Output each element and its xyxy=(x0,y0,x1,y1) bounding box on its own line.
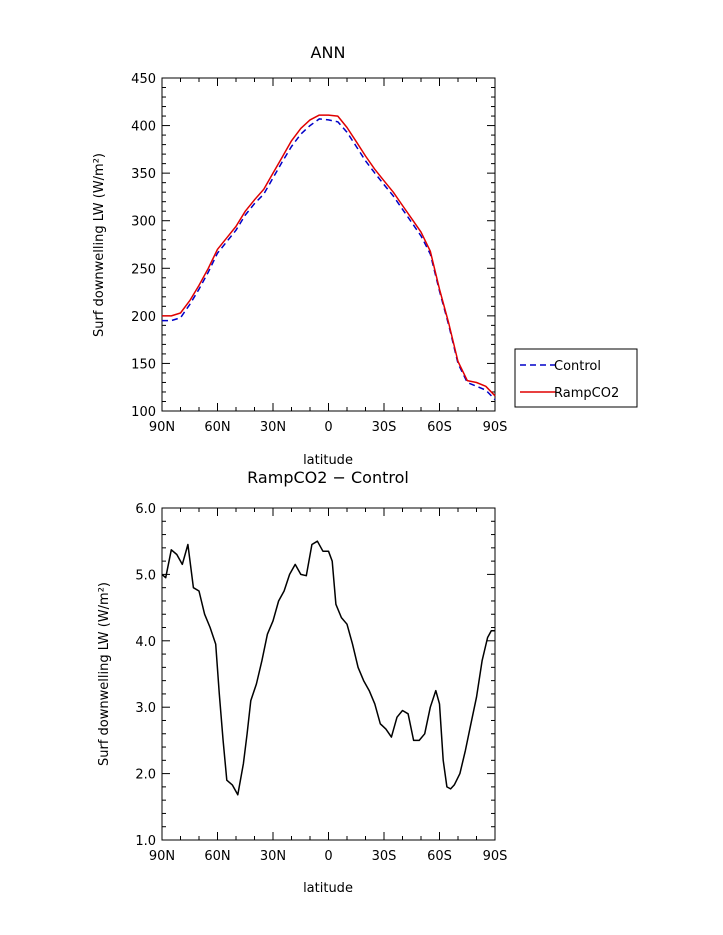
xtick-label: 0 xyxy=(324,849,332,864)
ytick-label: 5.0 xyxy=(135,568,156,583)
ytick-label: 450 xyxy=(131,72,156,87)
xtick-label: 90S xyxy=(483,420,508,435)
ytick-label: 350 xyxy=(131,167,156,182)
top-chart-xlabel: latitude xyxy=(303,453,353,468)
top-chart-title: ANN xyxy=(311,43,346,62)
bottom-chart-ylabel: Surf downwelling LW (W/m²) xyxy=(97,582,112,766)
legend: Control RampCO2 xyxy=(514,348,638,408)
bottom-chart-xlabel: latitude xyxy=(303,881,353,896)
xtick-label: 0 xyxy=(324,420,332,435)
ytick-label: 250 xyxy=(131,262,156,277)
top-chart-frame xyxy=(161,77,496,412)
ytick-label: 100 xyxy=(131,405,156,420)
xtick-label: 90N xyxy=(149,420,175,435)
xtick-label: 60S xyxy=(427,849,452,864)
ytick-label: 300 xyxy=(131,215,156,230)
xtick-label: 60N xyxy=(204,420,230,435)
ytick-label: 2.0 xyxy=(135,768,156,783)
top-chart-yticks: 100 150 200 250 300 350 400 450 xyxy=(131,72,495,420)
xtick-label: 90N xyxy=(149,849,175,864)
legend-label-rampco2: RampCO2 xyxy=(554,386,619,401)
xtick-label: 30S xyxy=(372,849,397,864)
series-line-difference xyxy=(161,540,495,796)
xtick-label: 60N xyxy=(204,849,230,864)
bottom-chart-xticks: 90N 60N 30N 0 30S 60S 90S xyxy=(149,508,508,864)
ytick-label: 150 xyxy=(131,357,156,372)
series-line-rampco2 xyxy=(162,114,496,397)
xtick-label: 30N xyxy=(260,420,286,435)
ytick-label: 1.0 xyxy=(135,834,156,849)
bottom-chart-title: RampCO2 − Control xyxy=(247,468,409,487)
ytick-label: 6.0 xyxy=(135,502,156,517)
bottom-chart-yticks: 1.0 2.0 3.0 4.0 5.0 6.0 xyxy=(135,502,495,849)
top-chart-series xyxy=(162,114,496,401)
ytick-label: 4.0 xyxy=(135,635,156,650)
xtick-label: 90S xyxy=(483,849,508,864)
top-chart-ylabel: Surf downwelling LW (W/m²) xyxy=(92,153,107,337)
ytick-label: 400 xyxy=(131,120,156,135)
legend-box xyxy=(514,348,638,408)
bottom-chart-frame xyxy=(161,507,496,841)
xtick-label: 60S xyxy=(427,420,452,435)
xtick-label: 30N xyxy=(260,849,286,864)
bottom-chart-series xyxy=(161,540,495,796)
top-chart-xticks: 90N 60N 30N 0 30S 60S 90S xyxy=(149,78,508,435)
legend-label-control: Control xyxy=(554,359,601,374)
xtick-label: 30S xyxy=(372,420,397,435)
top-chart: ANN Surf downwelling LW (W/m²) latitude … xyxy=(92,43,507,468)
ytick-label: 3.0 xyxy=(135,701,156,716)
bottom-chart: RampCO2 − Control Surf downwelling LW (W… xyxy=(97,468,507,896)
ytick-label: 200 xyxy=(131,310,156,325)
